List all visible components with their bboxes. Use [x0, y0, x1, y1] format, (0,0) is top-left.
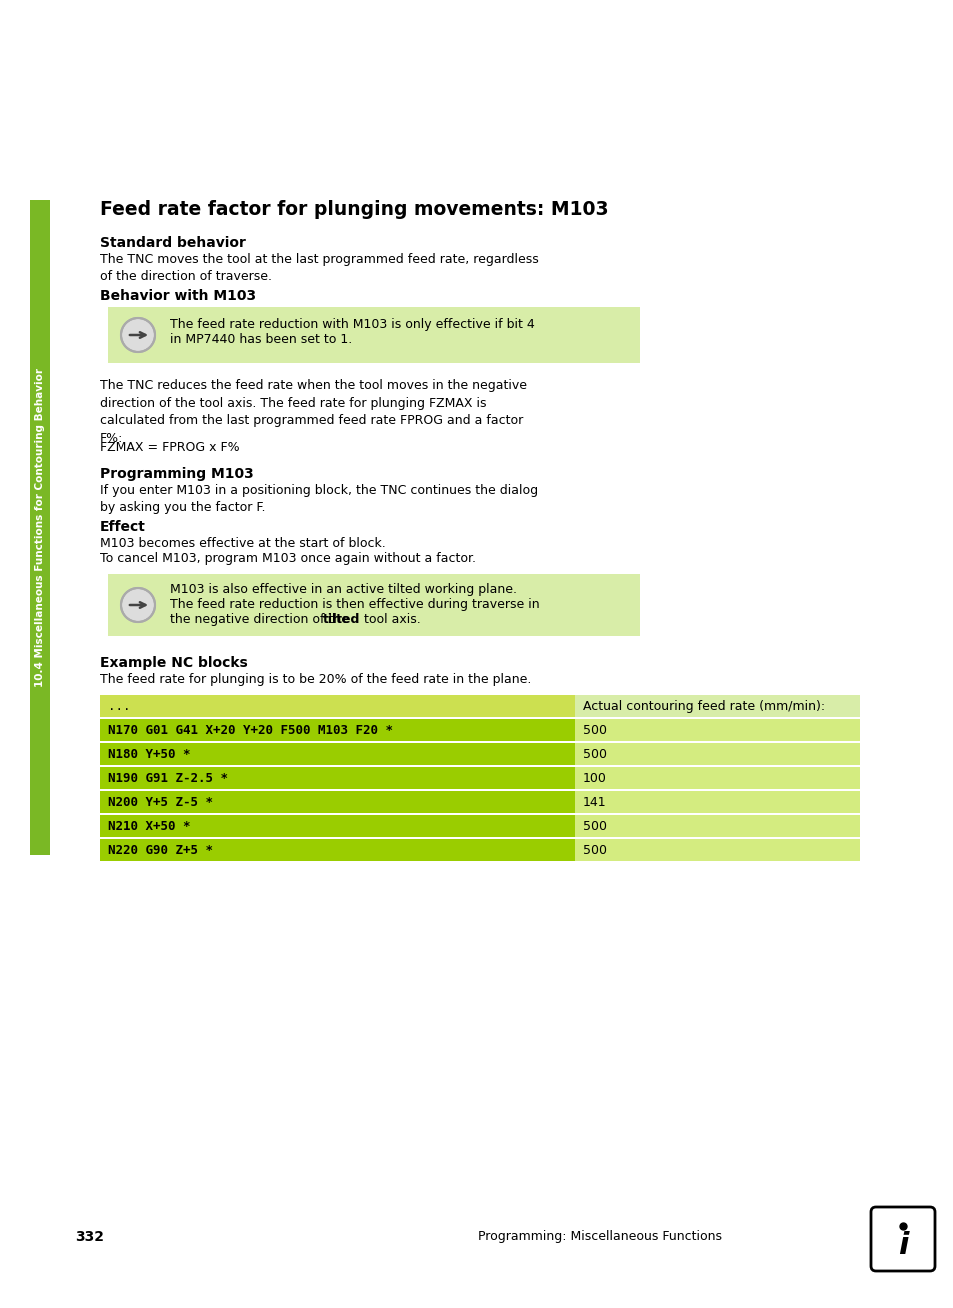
- Text: N170 G01 G41 X+20 Y+20 F500 M103 F20 *: N170 G01 G41 X+20 Y+20 F500 M103 F20 *: [108, 725, 393, 736]
- Text: N190 G91 Z-2.5 *: N190 G91 Z-2.5 *: [108, 772, 228, 785]
- Text: The feed rate reduction with M103 is only effective if bit 4: The feed rate reduction with M103 is onl…: [170, 318, 535, 331]
- Text: the negative direction of the: the negative direction of the: [170, 613, 353, 627]
- Bar: [575, 815, 859, 837]
- Text: Standard behavior: Standard behavior: [100, 235, 246, 250]
- Text: The TNC moves the tool at the last programmed feed rate, regardless
of the direc: The TNC moves the tool at the last progr…: [100, 252, 538, 284]
- Text: The feed rate reduction is then effective during traverse in: The feed rate reduction is then effectiv…: [170, 598, 539, 611]
- Bar: [575, 838, 859, 861]
- Text: M103 becomes effective at the start of block.: M103 becomes effective at the start of b…: [100, 538, 385, 549]
- Text: N200 Y+5 Z-5 *: N200 Y+5 Z-5 *: [108, 797, 213, 810]
- Bar: [108, 574, 639, 636]
- Text: 10.4 Miscellaneous Functions for Contouring Behavior: 10.4 Miscellaneous Functions for Contour…: [35, 368, 45, 687]
- FancyBboxPatch shape: [870, 1207, 934, 1271]
- Bar: [100, 743, 575, 765]
- Text: 500: 500: [582, 748, 606, 761]
- Text: FZMAX = FPROG x F%: FZMAX = FPROG x F%: [100, 441, 239, 454]
- Text: M103 is also effective in an active tilted working plane.: M103 is also effective in an active tilt…: [170, 583, 517, 596]
- Bar: [575, 719, 859, 742]
- Bar: [100, 838, 575, 861]
- Text: 141: 141: [582, 797, 606, 810]
- Text: N210 X+50 *: N210 X+50 *: [108, 820, 191, 833]
- Text: Behavior with M103: Behavior with M103: [100, 289, 255, 303]
- Bar: [30, 200, 50, 855]
- Bar: [100, 719, 575, 742]
- Text: Effect: Effect: [100, 521, 146, 534]
- Text: Programming: Miscellaneous Functions: Programming: Miscellaneous Functions: [477, 1230, 721, 1243]
- Bar: [100, 695, 575, 717]
- Text: 500: 500: [582, 844, 606, 857]
- Text: 100: 100: [582, 772, 606, 785]
- Text: ...: ...: [108, 700, 131, 713]
- Text: 332: 332: [75, 1230, 104, 1244]
- Text: The feed rate for plunging is to be 20% of the feed rate in the plane.: The feed rate for plunging is to be 20% …: [100, 674, 531, 685]
- Text: 500: 500: [582, 725, 606, 736]
- Bar: [575, 695, 859, 717]
- Text: Programming M103: Programming M103: [100, 467, 253, 481]
- Text: If you enter M103 in a positioning block, the TNC continues the dialog
by asking: If you enter M103 in a positioning block…: [100, 484, 537, 514]
- Text: Example NC blocks: Example NC blocks: [100, 657, 248, 670]
- Bar: [100, 791, 575, 814]
- Bar: [108, 307, 639, 364]
- Text: N220 G90 Z+5 *: N220 G90 Z+5 *: [108, 844, 213, 857]
- Circle shape: [121, 318, 154, 352]
- Text: 500: 500: [582, 820, 606, 833]
- Text: The TNC reduces the feed rate when the tool moves in the negative
direction of t: The TNC reduces the feed rate when the t…: [100, 379, 526, 445]
- Text: Feed rate factor for plunging movements: M103: Feed rate factor for plunging movements:…: [100, 200, 608, 218]
- Text: tilted: tilted: [322, 613, 359, 627]
- Bar: [100, 815, 575, 837]
- Bar: [100, 766, 575, 789]
- Text: i: i: [897, 1231, 907, 1260]
- Text: N180 Y+50 *: N180 Y+50 *: [108, 748, 191, 761]
- Text: To cancel M103, program M103 once again without a factor.: To cancel M103, program M103 once again …: [100, 552, 476, 565]
- Text: Actual contouring feed rate (mm/min):: Actual contouring feed rate (mm/min):: [582, 700, 824, 713]
- Text: in MP7440 has been set to 1.: in MP7440 has been set to 1.: [170, 334, 352, 347]
- Bar: [575, 743, 859, 765]
- Bar: [575, 766, 859, 789]
- Circle shape: [121, 589, 154, 623]
- Text: tool axis.: tool axis.: [359, 613, 420, 627]
- Bar: [575, 791, 859, 814]
